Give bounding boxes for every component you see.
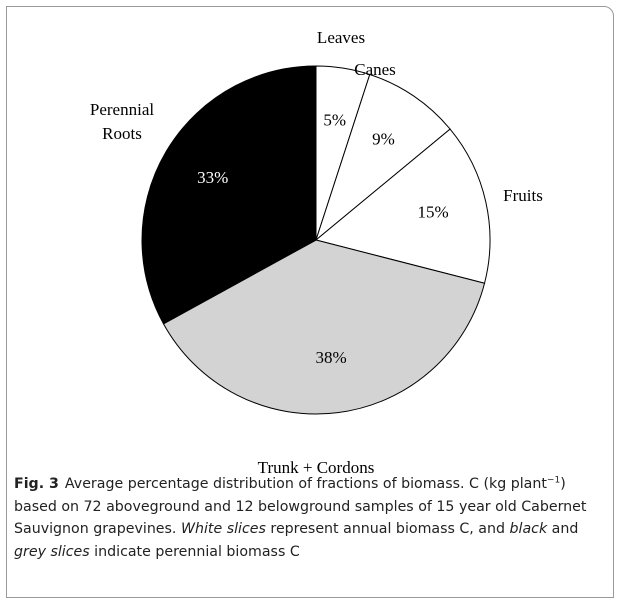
caption-text: represent annual biomass C, and xyxy=(265,521,510,537)
category-label: Fruits xyxy=(503,186,543,205)
pie-slice xyxy=(141,65,317,325)
caption-label: Fig. 3 xyxy=(14,476,59,492)
value-label: 5% xyxy=(323,110,346,129)
caption-text: and xyxy=(547,521,579,537)
caption-text: White slices xyxy=(180,521,266,537)
caption-text: ) based on 72 aboveground and 12 belowgr… xyxy=(14,476,587,537)
category-label: Perennial Roots xyxy=(89,100,155,143)
caption: Fig. 3 Average percentage distribution of… xyxy=(14,473,610,563)
category-label: Leaves xyxy=(316,28,366,47)
pie-slice xyxy=(162,239,486,415)
caption-text: indicate perennial biomass C xyxy=(89,543,300,560)
frame xyxy=(6,6,614,598)
caption-text: black xyxy=(509,521,548,537)
value-label: 9% xyxy=(372,130,395,149)
caption-text: Average percentage distribution of fract… xyxy=(64,476,547,492)
value-label: 33% xyxy=(197,168,228,187)
caption-text: −1 xyxy=(546,475,561,486)
value-label: 38% xyxy=(315,348,346,367)
value-label: 15% xyxy=(418,203,449,222)
pie-slice xyxy=(314,73,451,242)
caption-text: grey slices xyxy=(14,543,90,560)
category-label: Canes xyxy=(354,60,396,79)
chart: 5% 9% 15% 38% 33% xyxy=(141,65,491,415)
pie-slice xyxy=(314,128,491,284)
category-label: Trunk + Cordons xyxy=(257,458,375,477)
